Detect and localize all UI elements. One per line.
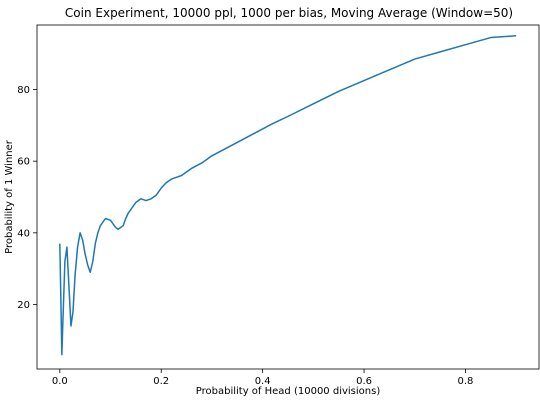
chart-title: Coin Experiment, 10000 ppl, 1000 per bia…	[65, 6, 513, 20]
series-line	[59, 35, 517, 356]
y-axis-label: Probability of 1 Winner	[4, 139, 15, 254]
y-tick-label: 80	[17, 85, 30, 96]
x-tick-label: 0.8	[458, 376, 474, 387]
x-tick-label: 0.2	[153, 376, 169, 387]
y-axis: 20 40 60 80	[17, 85, 37, 311]
x-tick-label: 0.6	[356, 376, 372, 387]
x-tick-label: 0.0	[52, 376, 68, 387]
y-tick-label: 40	[17, 228, 30, 239]
y-tick-label: 60	[17, 157, 30, 168]
plot-frame	[36, 24, 540, 370]
x-axis: 0.0 0.2 0.4 0.6 0.8	[52, 369, 474, 387]
y-tick-label: 20	[17, 300, 30, 311]
plot-area: 0.0 0.2 0.4 0.6 0.8 20 40 60 80	[17, 24, 540, 387]
x-axis-label: Probability of Head (10000 divisions)	[196, 386, 381, 397]
x-tick-label: 0.4	[255, 376, 271, 387]
